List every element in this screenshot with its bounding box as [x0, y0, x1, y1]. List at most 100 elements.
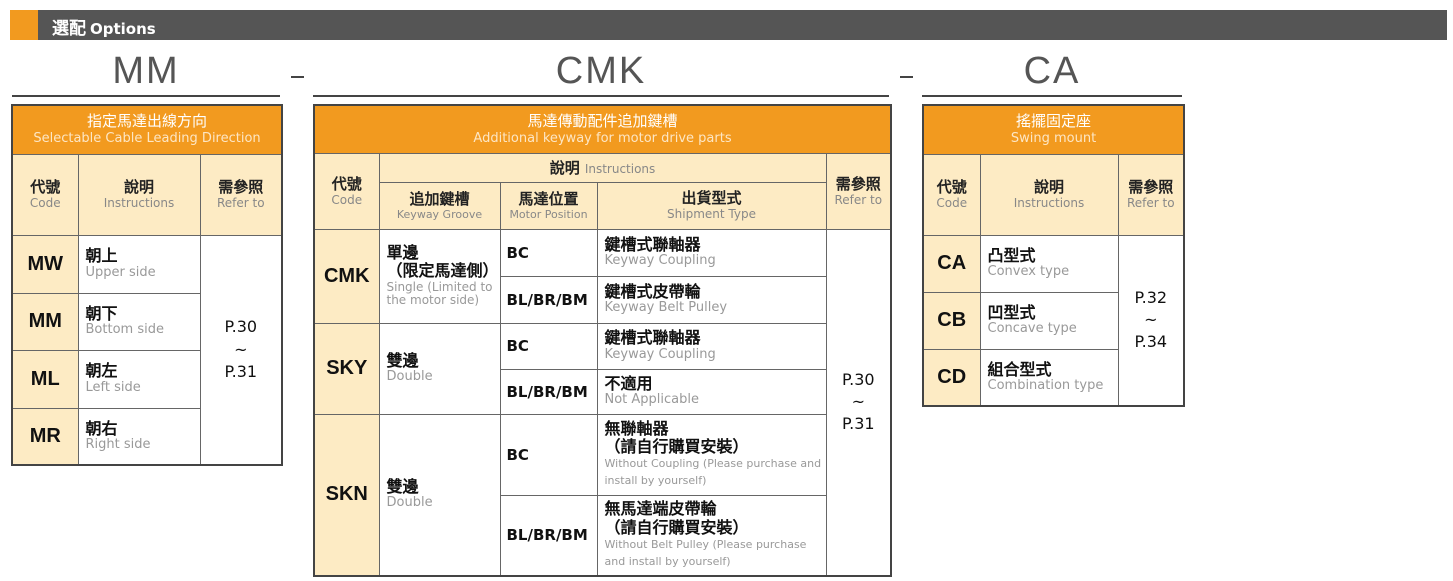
ca-underline	[922, 95, 1182, 97]
table-row: SKY 雙邊 Double BC 鍵槽式聯軸器 Keyway Coupling	[313, 322, 891, 415]
refer-cell: P.30 ~ P.31	[199, 234, 283, 466]
groove-cell: 單邊 （限定馬達側） Single (Limited to the motor si…	[378, 228, 501, 324]
code-cell: MR	[11, 407, 79, 466]
shipment-cell: 無馬達端皮帶輪 （請自行購買安裝） Without Belt Pulley (Ple…	[596, 494, 827, 577]
desc-en: Upper side	[85, 264, 156, 280]
shipment-zh: 不適用	[604, 373, 653, 393]
col-en: Refer to	[834, 192, 883, 207]
col-zh: 說明	[549, 158, 580, 177]
col-zh: 追加鍵槽	[409, 189, 470, 208]
mm-underline	[12, 95, 280, 97]
col-zh: 代號	[30, 178, 61, 197]
shipment-zh-note: （請自行購買安裝）	[604, 437, 749, 456]
col-zh: 說明	[123, 178, 154, 197]
col-en: Instructions	[1013, 196, 1085, 211]
col-instructions: 說明 Instructions	[77, 153, 201, 236]
col-en: Refer to	[216, 196, 265, 211]
col-code: 代號 Code	[922, 153, 981, 236]
shipment-en: Without Belt Pulley (Please purchase and…	[604, 538, 807, 568]
section-title-zh: 選配	[52, 19, 86, 39]
desc-zh: 朝上	[85, 246, 118, 266]
table-row: BL/BR/BM 鍵槽式皮帶輪 Keyway Belt Pulley	[314, 275, 891, 324]
col-en: Code	[29, 196, 61, 211]
desc-en: Right side	[85, 436, 151, 452]
col-en: Keyway Groove	[396, 207, 483, 221]
refer-tilde: ~	[1144, 310, 1158, 330]
groove-en: Double	[386, 369, 433, 385]
col-instructions: 說明 Instructions	[979, 153, 1119, 236]
code-cell: CB	[922, 291, 981, 350]
table-row: MM 朝下 Bottom side	[11, 292, 282, 351]
desc-zh: 凹型式	[987, 302, 1036, 322]
col-shipment: 出貨型式 Shipment Type	[596, 181, 827, 230]
groove-zh: 單邊	[386, 242, 419, 262]
mm-title: MM	[112, 50, 180, 92]
refer-from: P.32	[1134, 287, 1168, 307]
desc-zh: 朝下	[85, 303, 118, 323]
groove-cell: 雙邊 Double	[378, 322, 501, 415]
refer-from: P.30	[224, 317, 258, 337]
code-cell: MW	[11, 234, 79, 294]
desc-cell: 凹型式 Concave type	[979, 291, 1119, 350]
title-en: Additional keyway for motor drive parts	[473, 130, 732, 146]
desc-zh: 朝左	[85, 361, 118, 381]
refer-cell: P.32 ~ P.34	[1117, 234, 1185, 407]
shipment-zh-note: （請自行購買安裝）	[604, 517, 749, 537]
table-row: BL/BR/BM 無馬達端皮帶輪 （請自行購買安裝） Without Belt Pu…	[314, 494, 891, 577]
table-row: CA 凸型式 Convex type P.32 ~ P.34	[922, 234, 1185, 407]
shipment-zh: 無馬達端皮帶輪	[604, 499, 717, 519]
refer-from: P.30	[841, 369, 875, 389]
desc-cell: 朝下 Bottom side	[77, 292, 201, 351]
groove-zh: 雙邊	[386, 477, 419, 497]
groove-en: Double	[386, 495, 433, 511]
shipment-cell: 不適用 Not Applicable	[596, 368, 827, 415]
cmk-table-title: 馬達傳動配件追加鍵槽 Additional keyway for motor dr…	[313, 104, 892, 154]
col-refer: 需參照 Refer to	[1117, 153, 1185, 236]
cmk-title: CMK	[555, 50, 647, 92]
shipment-en: Not Applicable	[604, 392, 700, 408]
code-cell: SKY	[313, 322, 380, 415]
position-cell: BC	[499, 413, 598, 496]
col-zh: 需參照	[218, 178, 264, 197]
shipment-en: Keyway Coupling	[604, 253, 716, 269]
shipment-cell: 鍵槽式聯軸器 Keyway Coupling	[596, 322, 827, 370]
mm-table-title: 指定馬達出線方向 Selectable Cable Leading Directi…	[11, 104, 283, 155]
refer-cell: P.30 ~ P.31	[825, 228, 892, 577]
shipment-zh: 鍵槽式皮帶輪	[604, 281, 701, 301]
ca-title: CA	[1023, 50, 1081, 92]
title-en: Selectable Cable Leading Direction	[33, 131, 261, 146]
col-zh: 說明	[1033, 178, 1064, 197]
desc-en: Convex type	[987, 264, 1070, 280]
col-refer: 需參照 Refer to	[825, 152, 892, 230]
ca-table: 搖擺固定座 Swing mount 代號 Code 說明 Instructions 需…	[922, 104, 1186, 407]
refer-to: P.34	[1134, 332, 1168, 352]
desc-zh: 朝右	[85, 418, 118, 438]
position-cell: BC	[499, 322, 598, 370]
col-instructions: 說明 Instructions	[378, 152, 827, 183]
col-en: Code	[331, 192, 363, 207]
code-cell: SKN	[313, 413, 380, 577]
col-position: 馬達位置 Motor Position	[499, 181, 598, 230]
section-title-en: Options	[90, 20, 156, 38]
groove-en: Single (Limited to the motor side)	[386, 279, 493, 308]
position-cell: BL/BR/BM	[499, 275, 598, 324]
code-cell: CA	[922, 234, 981, 293]
table-row: CMK 單邊 （限定馬達側） Single (Limited to the moto…	[313, 228, 892, 577]
title-zh: 搖擺固定座	[1016, 112, 1092, 131]
shipment-zh: 無聯軸器	[604, 418, 669, 438]
shipment-en: Keyway Coupling	[604, 346, 716, 362]
table-row: CB 凹型式 Concave type	[922, 291, 1184, 350]
title-en: Swing mount	[1010, 131, 1097, 146]
col-en: Shipment Type	[667, 207, 756, 222]
desc-cell: 朝右 Right side	[77, 407, 201, 466]
separator-dash	[291, 76, 304, 78]
cmk-table: 馬達傳動配件追加鍵槽 Additional keyway for motor dr…	[313, 104, 893, 577]
position-cell: BL/BR/BM	[499, 494, 598, 577]
ca-table-title: 搖擺固定座 Swing mount	[922, 104, 1185, 155]
col-en: Instructions	[584, 161, 656, 176]
table-row: SKN 雙邊 Double BC 無聯軸器 （請自行購買安裝） Without Cou…	[313, 413, 891, 577]
desc-cell: 朝左 Left side	[77, 349, 201, 409]
col-zh: 出貨型式	[681, 189, 742, 208]
shipment-zh: 鍵槽式聯軸器	[604, 234, 701, 254]
col-en: Refer to	[1126, 196, 1175, 211]
